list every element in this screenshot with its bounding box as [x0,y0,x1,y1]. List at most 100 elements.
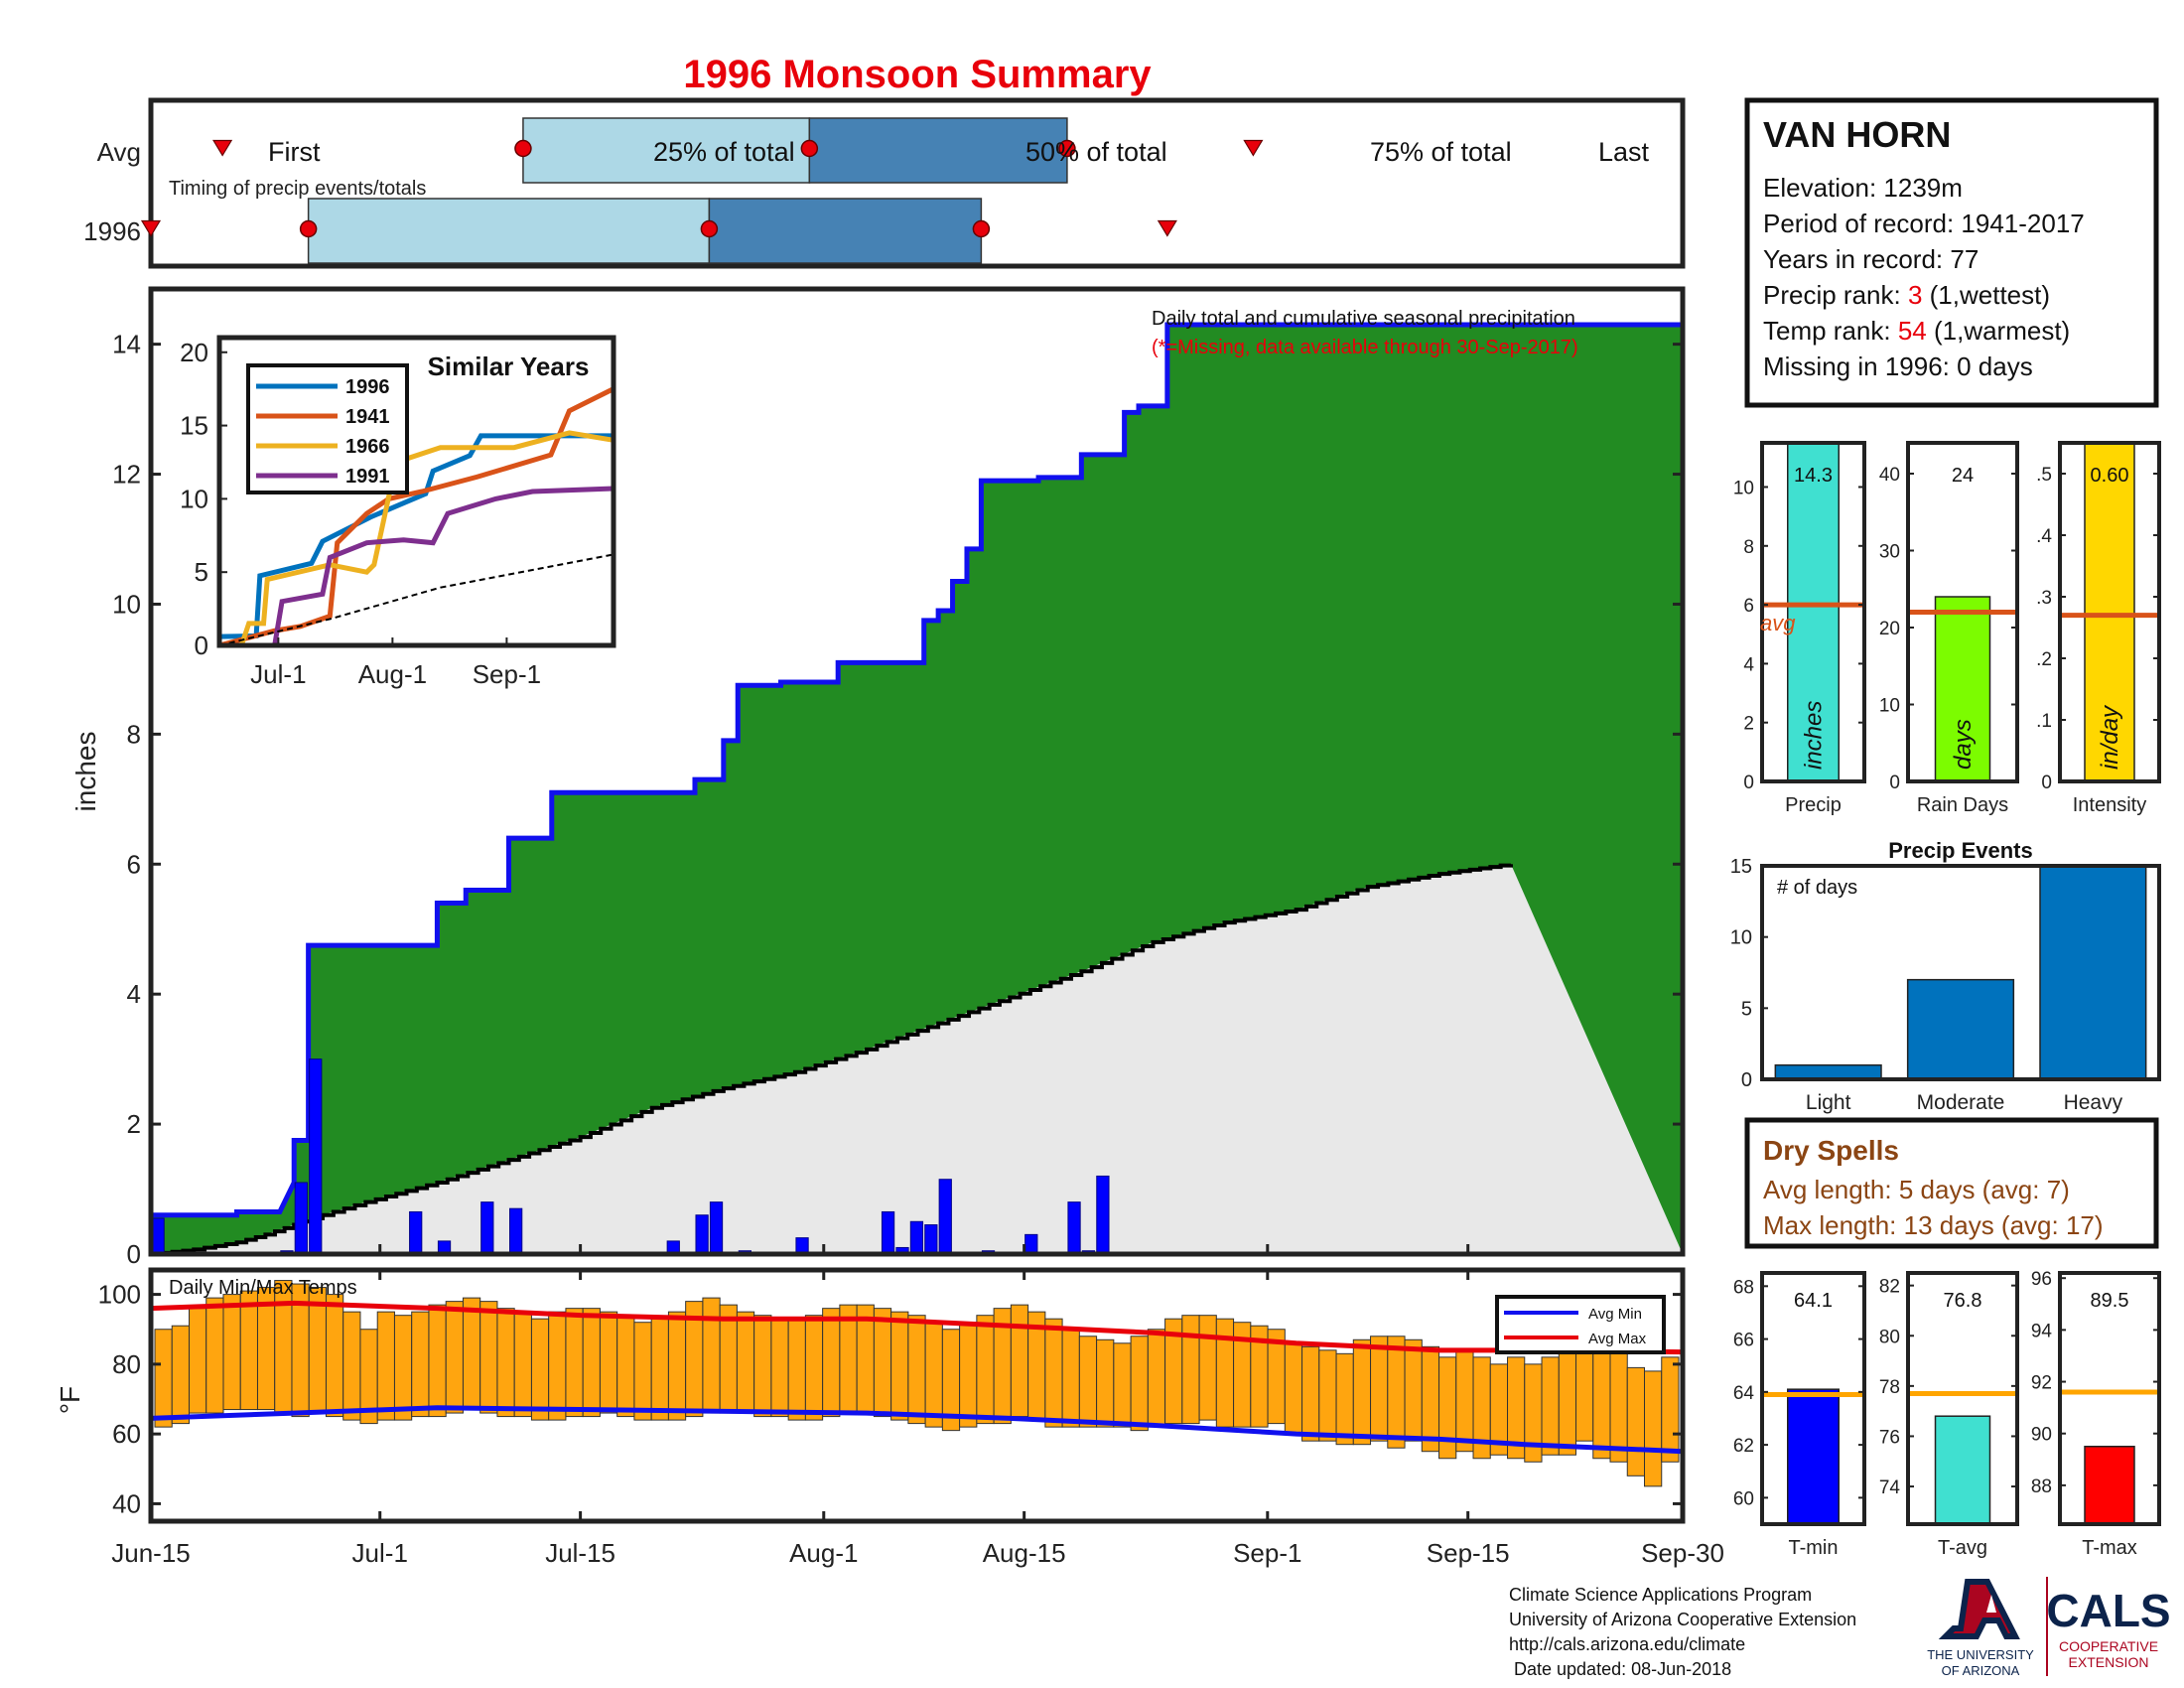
main-ytick-label: 12 [112,460,141,490]
daily-temp-bar [650,1318,669,1421]
daily-temp-bar [1198,1315,1217,1421]
precip-total-avg-label: avg [1760,611,1796,635]
similar-years-legend-label-1966: 1966 [345,436,390,458]
daily-temp-bar [1575,1345,1594,1442]
timing-panel: Avg 1996 Timing of precip events/totals … [83,97,1686,269]
daily-temp-bar [513,1311,532,1418]
daily-temp-bar [411,1311,430,1418]
daily-temp-bar [804,1315,824,1421]
daily-temp-bar [496,1308,515,1418]
dry-spells-box: Dry Spells Avg length: 5 days (avg: 7) M… [1744,1117,2159,1249]
daily-temp-bar [907,1315,926,1425]
dry-spells-max: Max length: 13 days (avg: 17) [1763,1210,2104,1240]
ua-logo-line2: OF ARIZONA [1942,1663,2020,1678]
daily-temp-bar [1061,1329,1080,1428]
similar-years-line-1991 [219,486,614,648]
timing-marker-p50-avg [800,139,819,158]
tmin-ytick-label: 62 [1733,1436,1754,1457]
precip_total-value-label: 14.3 [1794,465,1833,487]
cumulative-precip-frame [148,286,1686,1257]
daily-precip-bar [924,1224,938,1255]
precip-events-title: Precip Events [1888,838,2033,863]
intensity-value-label: 0.60 [2091,465,2129,487]
daily-precip-bar [909,1220,924,1255]
daily-temp-bar [1010,1304,1029,1418]
tmin-ytick-label: 60 [1733,1488,1754,1509]
inset-ytick-label: 5 [195,557,208,587]
intensity-bar [2084,442,2135,782]
precip-events-bar-light [1774,1063,1882,1080]
avg-min-line [150,1405,1684,1455]
timing-label-25: 25% of total [653,137,795,167]
daily-temp-bar [274,1280,293,1414]
inset-ytick-label: 10 [180,484,208,513]
daily-temp-bar [1370,1336,1389,1442]
daily-temp-bar [565,1308,584,1418]
daily-temp-bar [1644,1370,1663,1487]
timing-label-first: First [268,137,321,167]
similar-years-legend: 1996 1941 1966 1991 [246,363,409,494]
similar-years-legend-label-1941: 1941 [345,406,390,428]
daily-temp-bar [822,1308,841,1418]
cumulative-1996-line [151,322,1683,1218]
tmax-ytick-label: 88 [2031,1477,2052,1497]
daily-temp-bar [1078,1336,1098,1428]
avg-max-line [150,1300,1684,1355]
daily-temp-bar [428,1304,447,1418]
timing-box-25-50-1996 [307,198,711,264]
daily-temp-bar [393,1315,413,1421]
daily-precip-bar [509,1207,523,1255]
daily-temp-bar [702,1297,721,1414]
precip_total-unit-label: inches [1801,701,1828,770]
daily-temp-bar [1284,1342,1303,1435]
daily-temp-bar [1335,1352,1354,1446]
timing-caption: Timing of precip events/totals [169,178,426,200]
similar-years-frame [216,335,616,648]
tmax-value-label: 89.5 [2091,1290,2129,1312]
rain_days-ytick-label: 40 [1879,465,1900,486]
cumulative-precip-ylabel: inches [70,732,101,812]
daily-temp-bar [205,1297,224,1414]
daily-precip-bar [709,1201,724,1255]
precip-events-xtick-label: Light [1806,1091,1851,1114]
daily-temp-bar [479,1301,498,1414]
timing-marker-last-avg [1243,139,1264,157]
daily-temp-bar [770,1318,789,1418]
timing-row-avg-label: Avg [97,137,141,167]
daily-temp-bar [1147,1329,1166,1428]
cals-logo-line2: EXTENSION [2069,1654,2149,1670]
dry-spells-avg: Avg length: 5 days (avg: 7) [1763,1175,2070,1204]
rain_days-xlabel: Rain Days [1917,794,2008,816]
daily-precip-bar [1096,1175,1110,1255]
tmax-ytick-label: 96 [2031,1269,2052,1290]
daily-temps-title: Daily Min/Max Temps [169,1277,357,1299]
daily-temp-bar [1044,1318,1063,1428]
main-ytick-label: 14 [112,330,141,359]
main-ytick-label: 0 [127,1239,141,1269]
x-axis-tick-label: Jul-1 [352,1538,408,1568]
daily-temp-bar [1130,1336,1149,1432]
x-axis-tick-label: Aug-15 [983,1538,1066,1568]
main-note-line2: (*=Missing, data available through 30-Se… [1152,337,1578,358]
cals-logo: CALS COOPERATIVE EXTENSION [2046,1585,2170,1670]
timing-label-50: 50% of total [1025,137,1167,167]
rain_days-value-label: 24 [1952,465,1974,487]
daily-temp-bar [342,1311,361,1421]
timing-box-50-75-1996 [708,198,983,264]
daily-temp-bar [582,1308,601,1418]
timing-marker-p75-avg [1058,139,1076,158]
cals-logo-wordmark: CALS [2046,1585,2170,1636]
tavg-ytick-label: 78 [1879,1377,1900,1398]
daily-temp-bar [1661,1356,1680,1463]
precip-events-ytick-label: 5 [1741,998,1752,1020]
summary-bar-panels: 14.30246810Precipinchesavg24010203040Rai… [1733,441,2161,1559]
precip-events-xtick-label: Heavy [2064,1091,2123,1114]
precip-events-plot: Light Moderate Heavy 0 5 10 15 [1730,856,2147,1114]
daily-precip-bar [294,1182,308,1255]
inset-ytick-label: 0 [195,631,208,660]
tavg-ytick-label: 82 [1879,1277,1900,1298]
daily-temp-bar [1113,1342,1132,1428]
tmin-value-label: 64.1 [1794,1290,1833,1312]
tmax-ytick-label: 94 [2031,1321,2053,1341]
